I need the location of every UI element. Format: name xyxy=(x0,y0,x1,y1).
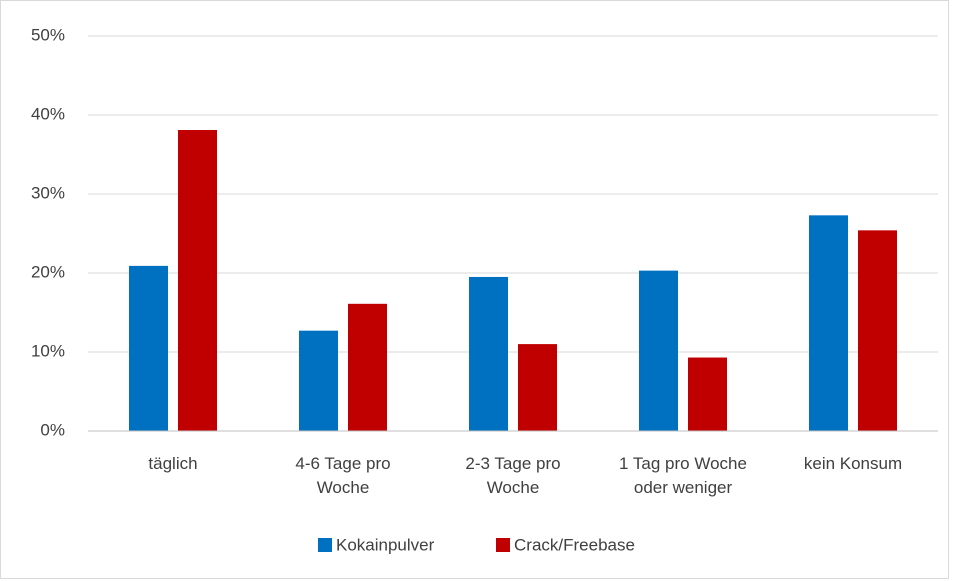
x-tick-label: täglich xyxy=(148,454,198,473)
y-tick-label: 50% xyxy=(31,25,65,44)
x-tick-label: kein Konsum xyxy=(803,454,903,473)
x-tick-label: 2-3 Tage pro Woche xyxy=(465,454,561,497)
y-tick-label: 10% xyxy=(31,341,65,360)
bar xyxy=(299,330,338,431)
bar xyxy=(469,276,508,431)
x-tick-label: 1 Tag pro Woche oder weniger xyxy=(619,454,747,497)
legend-swatch xyxy=(496,538,510,552)
bar xyxy=(129,265,168,431)
y-tick-label: 30% xyxy=(31,183,65,202)
legend-label: Crack/Freebase xyxy=(514,535,635,554)
bar xyxy=(639,270,678,431)
bar xyxy=(178,130,217,431)
y-tick-label: 0% xyxy=(40,420,65,439)
legend-label: Kokainpulver xyxy=(336,535,435,554)
x-tick-label: 4-6 Tage pro Woche xyxy=(295,454,391,497)
bar xyxy=(348,303,387,431)
bar xyxy=(858,230,897,431)
bar xyxy=(518,344,557,431)
y-tick-label: 40% xyxy=(31,104,65,123)
y-tick-label: 20% xyxy=(31,262,65,281)
bar xyxy=(688,357,727,431)
bar xyxy=(809,215,848,431)
legend-swatch xyxy=(318,538,332,552)
